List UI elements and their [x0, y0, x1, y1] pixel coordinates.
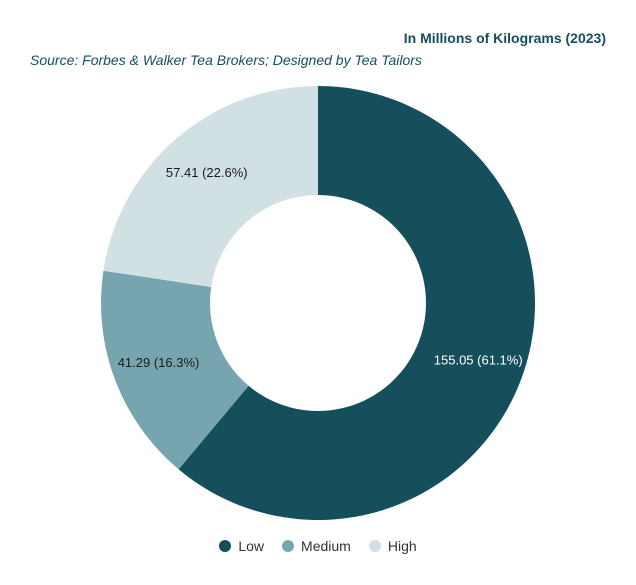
legend-label-high: High [387, 538, 417, 554]
slice-low[interactable] [178, 86, 535, 520]
legend: Low Medium High [0, 538, 636, 554]
legend-item-low[interactable]: Low [219, 538, 264, 554]
slice-label-medium: 41.29 (16.3%) [118, 355, 200, 370]
slice-label-low: 155.05 (61.1%) [434, 353, 523, 368]
legend-swatch-medium [282, 540, 295, 552]
legend-label-low: Low [238, 538, 265, 554]
slice-high[interactable] [103, 86, 318, 287]
slice-label-high: 57.41 (22.6%) [166, 165, 248, 180]
legend-label-medium: Medium [301, 538, 351, 554]
chart-subtitle: Source: Forbes & Walker Tea Brokers; Des… [30, 52, 422, 68]
slice-medium[interactable] [100, 270, 249, 470]
legend-item-high[interactable]: High [368, 538, 417, 554]
chart-title: In Millions of Kilograms (2023) [403, 30, 606, 46]
legend-swatch-high [368, 540, 381, 552]
legend-swatch-low [219, 540, 232, 552]
legend-item-medium[interactable]: Medium [282, 538, 351, 554]
